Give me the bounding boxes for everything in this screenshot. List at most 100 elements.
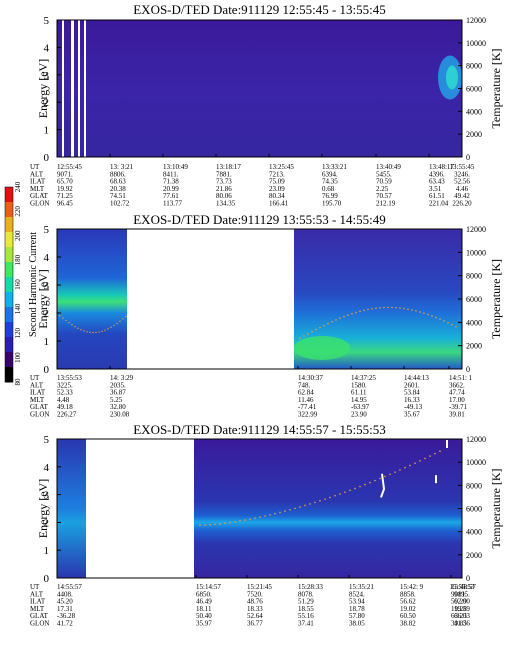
ephemeris-value: 13:40:49	[376, 163, 401, 171]
ephemeris-value: 19.28	[451, 605, 467, 613]
temperature-point	[95, 331, 97, 334]
y-tick-label: 3	[44, 490, 50, 502]
y2-tick-label: 6000	[466, 505, 482, 514]
y-tick-label: 2	[44, 308, 50, 320]
temperature-point	[403, 307, 405, 310]
ephemeris-value: 63.23	[451, 612, 467, 620]
temperature-point	[363, 309, 365, 312]
ephemeris-value: 226.20	[452, 200, 472, 208]
colorbar-swatch	[5, 292, 13, 308]
ephemeris-value: 226.27	[57, 411, 77, 419]
ephemeris-value: 3246.	[454, 170, 470, 178]
temperature-point	[77, 327, 79, 330]
temperature-point	[204, 524, 206, 526]
y2-tick-label: 2000	[466, 130, 482, 139]
ephemeris-row-label: GLON	[30, 411, 49, 419]
spectrogram-fill	[57, 20, 462, 157]
ephemeris-value: 41.72	[57, 620, 73, 628]
ephemeris-value: 96.45	[57, 200, 73, 208]
ephemeris-value: 32.80	[110, 403, 126, 411]
temperature-point	[86, 331, 88, 333]
ephemeris-row-label: ALT	[30, 170, 44, 178]
ephemeris-value: 16.33	[404, 396, 420, 404]
temperature-point	[311, 330, 313, 333]
ephemeris-value: 14.95	[351, 396, 367, 404]
y2-tick-label: 10000	[466, 39, 486, 48]
y2-tick-label: 2000	[466, 342, 482, 351]
ephemeris-row-label: GLON	[30, 200, 49, 208]
temperature-point	[391, 306, 393, 309]
y2-tick-label: 6000	[466, 85, 482, 94]
temperature-point	[414, 462, 416, 464]
ephemeris-value: 4396.	[429, 170, 445, 178]
ephemeris-value: 20.99	[163, 185, 179, 193]
temperature-point	[407, 308, 409, 310]
y-tick-label: 0	[44, 573, 50, 585]
ephemeris-value: 20.38	[110, 185, 126, 193]
ephemeris-value: 19.02	[400, 605, 416, 613]
y2-tick-label: 2000	[466, 551, 482, 560]
temperature-point	[423, 312, 425, 314]
ephemeris-row-label: MLT	[30, 185, 45, 193]
y-tick-label: 1	[44, 336, 50, 348]
colorbar-swatch	[5, 187, 13, 203]
ephemeris-value: 14:44:13	[404, 374, 429, 382]
ephemeris-value: 19.59	[454, 605, 470, 613]
ephemeris-value: 6394.	[322, 170, 338, 178]
y2-axis-label: Temperature [K]	[489, 259, 503, 339]
temperature-point	[439, 450, 441, 453]
chart-title: EXOS-D/TED Date:911129 14:55:57 - 15:55:…	[133, 422, 386, 437]
temperature-point	[309, 503, 311, 505]
y2-tick-label: 4000	[466, 107, 482, 116]
temperature-point	[399, 307, 401, 309]
temperature-point	[354, 487, 356, 490]
spectrogram-fill	[57, 439, 86, 578]
spectrogram-fill	[57, 229, 127, 369]
temperature-point	[303, 335, 305, 337]
ephemeris-value: 51.29	[298, 598, 314, 606]
temperature-point	[327, 322, 329, 325]
y2-tick-label: 0	[466, 365, 470, 374]
ephemeris-value: 13:25:45	[269, 163, 294, 171]
ephemeris-value: 36.87	[110, 389, 126, 397]
ephemeris-value: 80.34	[269, 192, 285, 200]
panel-2: EXOS-D/TED Date:911129 13:55:53 - 14:55:…	[30, 212, 503, 419]
ephemeris-value: 75.09	[269, 178, 285, 186]
y-tick-label: 3	[44, 280, 50, 292]
ephemeris-value: 13:48:17	[429, 163, 454, 171]
y-tick-label: 0	[44, 364, 50, 376]
temperature-point	[435, 316, 437, 319]
ephemeris-value: 212.19	[376, 200, 396, 208]
ephemeris-value: 3662.	[449, 381, 465, 389]
ephemeris-value: 77.61	[163, 192, 179, 200]
ephemeris-value: 5455.	[376, 170, 392, 178]
ephemeris-value: -36.28	[57, 612, 76, 620]
ephemeris-value: 14: 3:29	[110, 374, 134, 382]
temperature-point	[409, 464, 411, 467]
ephemeris-value: 8806.	[110, 170, 126, 178]
colorbar-label: Second Harmonic Current	[28, 232, 39, 337]
ephemeris-value: 2601.	[404, 381, 420, 389]
y2-tick-label: 4000	[466, 318, 482, 327]
temperature-point	[343, 315, 345, 318]
ephemeris-value: -39.71	[449, 403, 468, 411]
enhancement-core	[446, 65, 458, 90]
ephemeris-value: 35.97	[196, 620, 212, 628]
colorbar-swatch	[5, 277, 13, 293]
ephemeris-value: 52.64	[247, 612, 263, 620]
temperature-point	[411, 309, 413, 311]
temperature-point	[419, 311, 421, 313]
data-spike	[380, 473, 386, 498]
temperature-point	[59, 315, 61, 317]
y-tick-label: 4	[44, 462, 50, 474]
temperature-point	[199, 524, 201, 526]
colorbar-swatch	[5, 232, 13, 248]
temperature-point	[349, 489, 351, 492]
temperature-point	[395, 306, 397, 309]
ephemeris-value: 113.77	[163, 200, 182, 208]
temperature-point	[209, 523, 211, 526]
chart-title: EXOS-D/TED Date:911129 13:55:53 - 14:55:…	[133, 212, 386, 227]
temperature-point	[74, 325, 76, 328]
ephemeris-row-label: ILAT	[30, 389, 46, 397]
temperature-point	[244, 519, 246, 521]
